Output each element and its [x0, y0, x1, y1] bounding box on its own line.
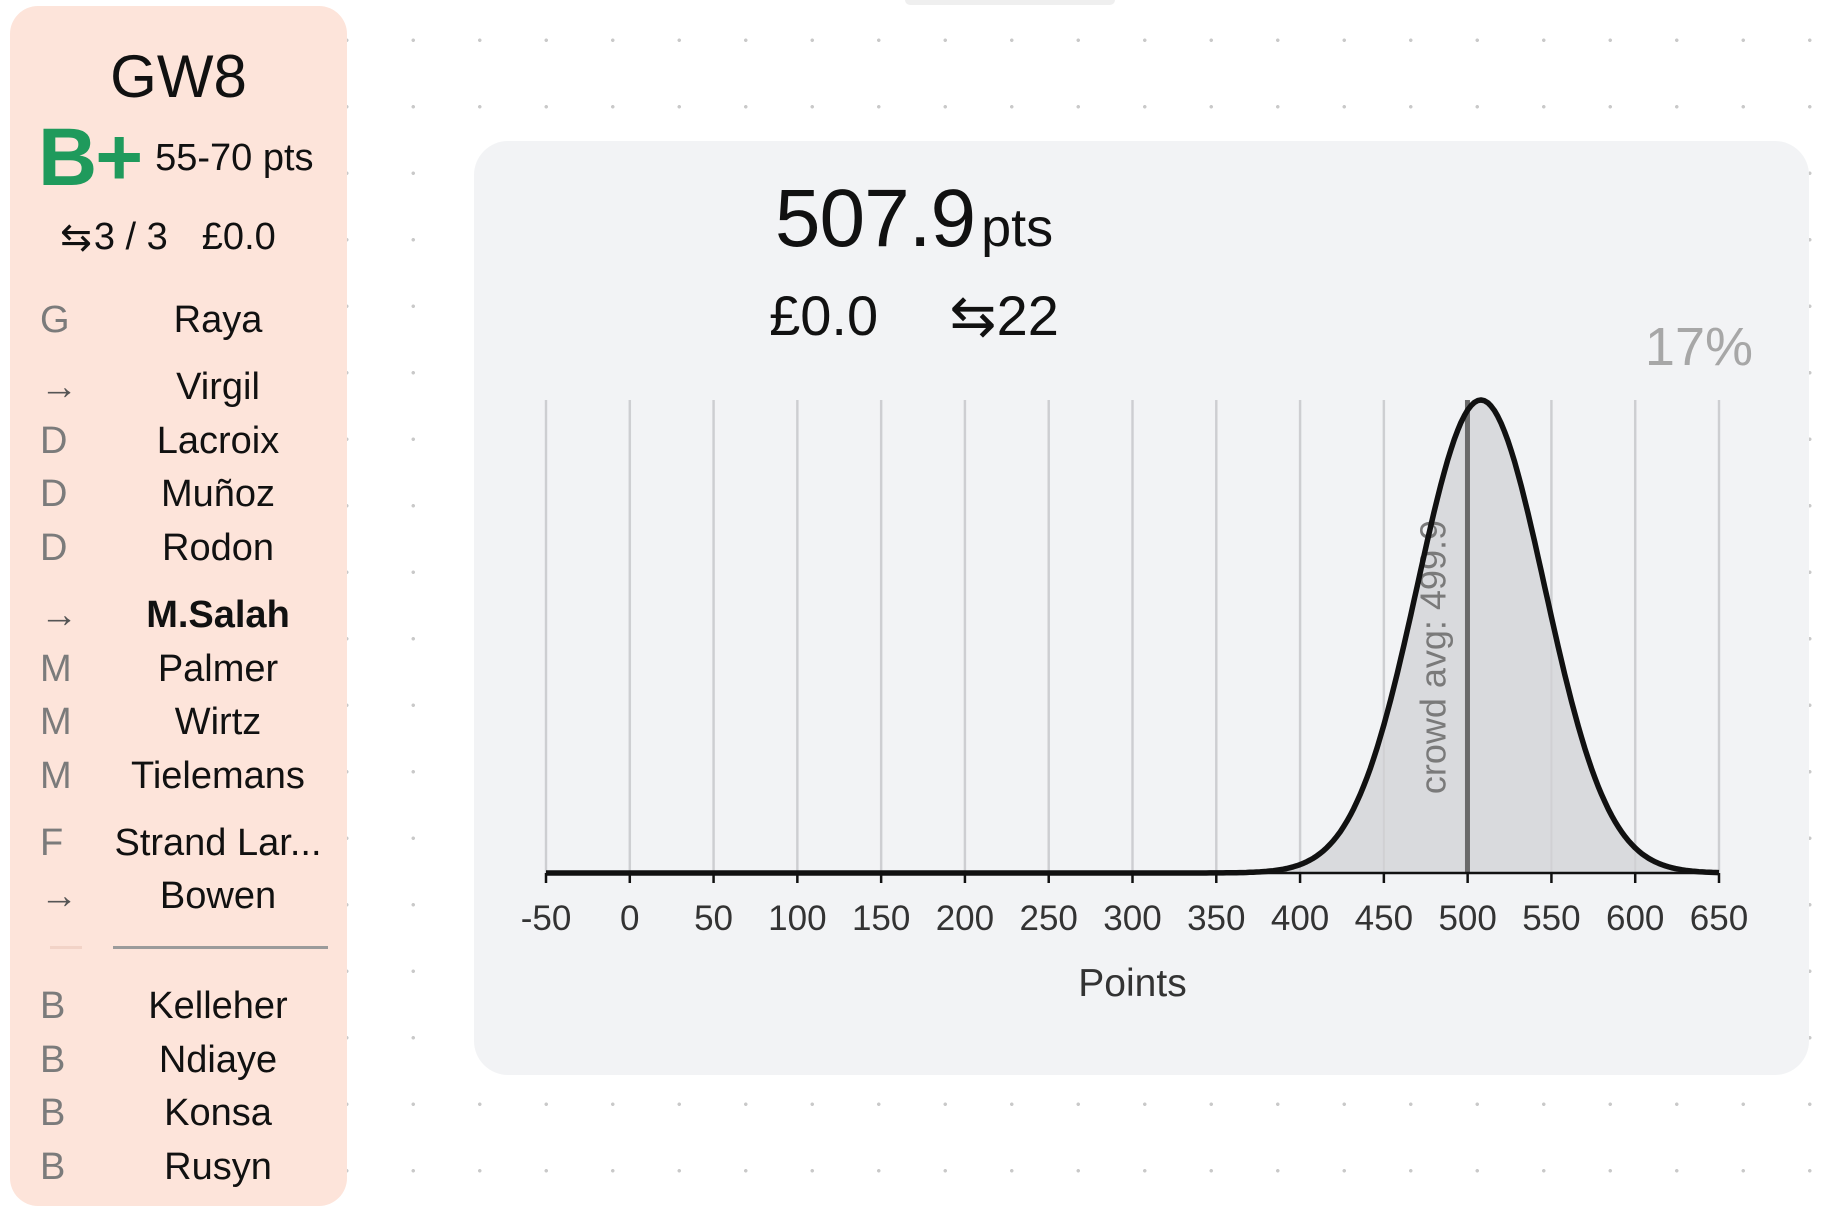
transfer-in-arrow-icon: → — [40, 594, 78, 636]
player-position: M — [40, 701, 72, 743]
top-tab[interactable] — [905, 0, 1115, 5]
player-row[interactable]: M Palmer — [10, 643, 347, 695]
x-tick-label: 150 — [852, 899, 910, 938]
points-unit: pts — [981, 198, 1054, 258]
grade-range: 55-70 pts — [155, 137, 314, 179]
player-row[interactable]: D Lacroix — [10, 415, 347, 467]
player-name: Lacroix — [156, 420, 280, 462]
crowd-average-label: crowd avg: 499.9 — [1412, 520, 1453, 794]
player-name: Kelleher — [148, 985, 288, 1027]
x-tick-label: 450 — [1355, 899, 1413, 938]
player-name: Rusyn — [164, 1146, 272, 1188]
distribution-area — [546, 400, 1719, 873]
x-tick-label: 50 — [694, 899, 733, 938]
player-name: Muñoz — [160, 473, 276, 515]
x-tick-label: -50 — [521, 899, 572, 938]
bench-player-row[interactable]: B Konsa — [10, 1087, 347, 1139]
bench-divider-short — [50, 946, 82, 949]
projection-panel: 17% — [474, 141, 1809, 1075]
player-name: Tielemans — [131, 755, 305, 797]
summary-budget: £0.0 — [769, 284, 879, 347]
budget-value: £0.0 — [201, 215, 276, 258]
player-name: Konsa — [164, 1092, 272, 1134]
player-row[interactable]: M Tielemans — [10, 750, 347, 802]
player-position: B — [40, 1146, 66, 1188]
percentile-label: 17% — [1644, 317, 1753, 377]
bench-divider — [113, 946, 328, 949]
summary-transfers-count: 22 — [996, 284, 1059, 347]
player-position: M — [40, 755, 72, 797]
player-row[interactable]: M Wirtz — [10, 696, 347, 748]
player-row[interactable]: → M.Salah — [10, 589, 347, 641]
player-position: G — [40, 299, 70, 341]
x-tick-label: 650 — [1690, 899, 1748, 938]
projected-points: 507.9 pts — [0, 172, 1828, 266]
player-position: F — [40, 822, 64, 864]
summary-transfers: ⇆22 — [950, 284, 1059, 347]
bench-player-row[interactable]: B Kelleher — [10, 980, 347, 1032]
grade-row: B+ 55-70 pts — [38, 112, 314, 203]
x-axis-label: Points — [1078, 962, 1186, 1005]
x-tick-label: 200 — [936, 899, 994, 938]
bench-player-row[interactable]: B Rusyn — [10, 1141, 347, 1193]
player-position: D — [40, 473, 68, 515]
player-row[interactable]: → Virgil — [10, 361, 347, 413]
player-row[interactable]: → Bowen — [10, 870, 347, 922]
player-name: M.Salah — [146, 594, 290, 636]
points-value: 507.9 — [774, 173, 976, 264]
player-name: Ndiaye — [158, 1039, 278, 1081]
player-name: Bowen — [159, 875, 277, 917]
x-tick-label: 550 — [1522, 899, 1580, 938]
transfers-icon: ⇆ — [949, 284, 997, 347]
x-tick-label: 350 — [1187, 899, 1245, 938]
player-name: Palmer — [157, 648, 279, 690]
player-name: Raya — [173, 299, 263, 341]
x-tick-label: 400 — [1271, 899, 1329, 938]
transfers-icon: ⇆ — [60, 216, 92, 259]
player-row[interactable]: D Rodon — [10, 522, 347, 574]
grade-badge: B+ — [38, 112, 143, 203]
transfers-count: 3 / 3 — [93, 215, 168, 258]
player-position: D — [40, 420, 68, 462]
x-tick-label: 600 — [1606, 899, 1664, 938]
player-name: Virgil — [176, 366, 260, 408]
x-tick-label: 300 — [1103, 899, 1161, 938]
gameweek-title: GW8 — [110, 43, 247, 110]
player-position: B — [40, 985, 66, 1027]
gameweek-card[interactable]: GW8 B+ 55-70 pts ⇆ 3 / 3 £0.0 G Raya → Virg… — [10, 6, 347, 1206]
player-row[interactable]: G Raya — [10, 294, 347, 346]
x-tick-label: 250 — [1020, 899, 1078, 938]
player-position: B — [40, 1092, 66, 1134]
player-name: Strand Lar... — [114, 822, 322, 864]
player-position: D — [40, 527, 68, 569]
bench-player-row[interactable]: B Ndiaye — [10, 1034, 347, 1086]
player-name: Wirtz — [174, 701, 262, 743]
player-row[interactable]: F Strand Lar... — [10, 817, 347, 869]
player-name: Rodon — [162, 527, 274, 569]
transfer-in-arrow-icon: → — [40, 875, 78, 917]
x-tick-label: 100 — [768, 899, 826, 938]
summary-sub-row: £0.0 ⇆22 — [0, 283, 1828, 349]
player-position: B — [40, 1039, 66, 1081]
player-row[interactable]: D Muñoz — [10, 468, 347, 520]
x-tick-label: 0 — [620, 899, 639, 938]
transfer-in-arrow-icon: → — [40, 366, 78, 408]
stats-row: ⇆ 3 / 3 £0.0 — [60, 212, 276, 262]
player-position: M — [40, 648, 72, 690]
x-tick-label: 500 — [1438, 899, 1496, 938]
